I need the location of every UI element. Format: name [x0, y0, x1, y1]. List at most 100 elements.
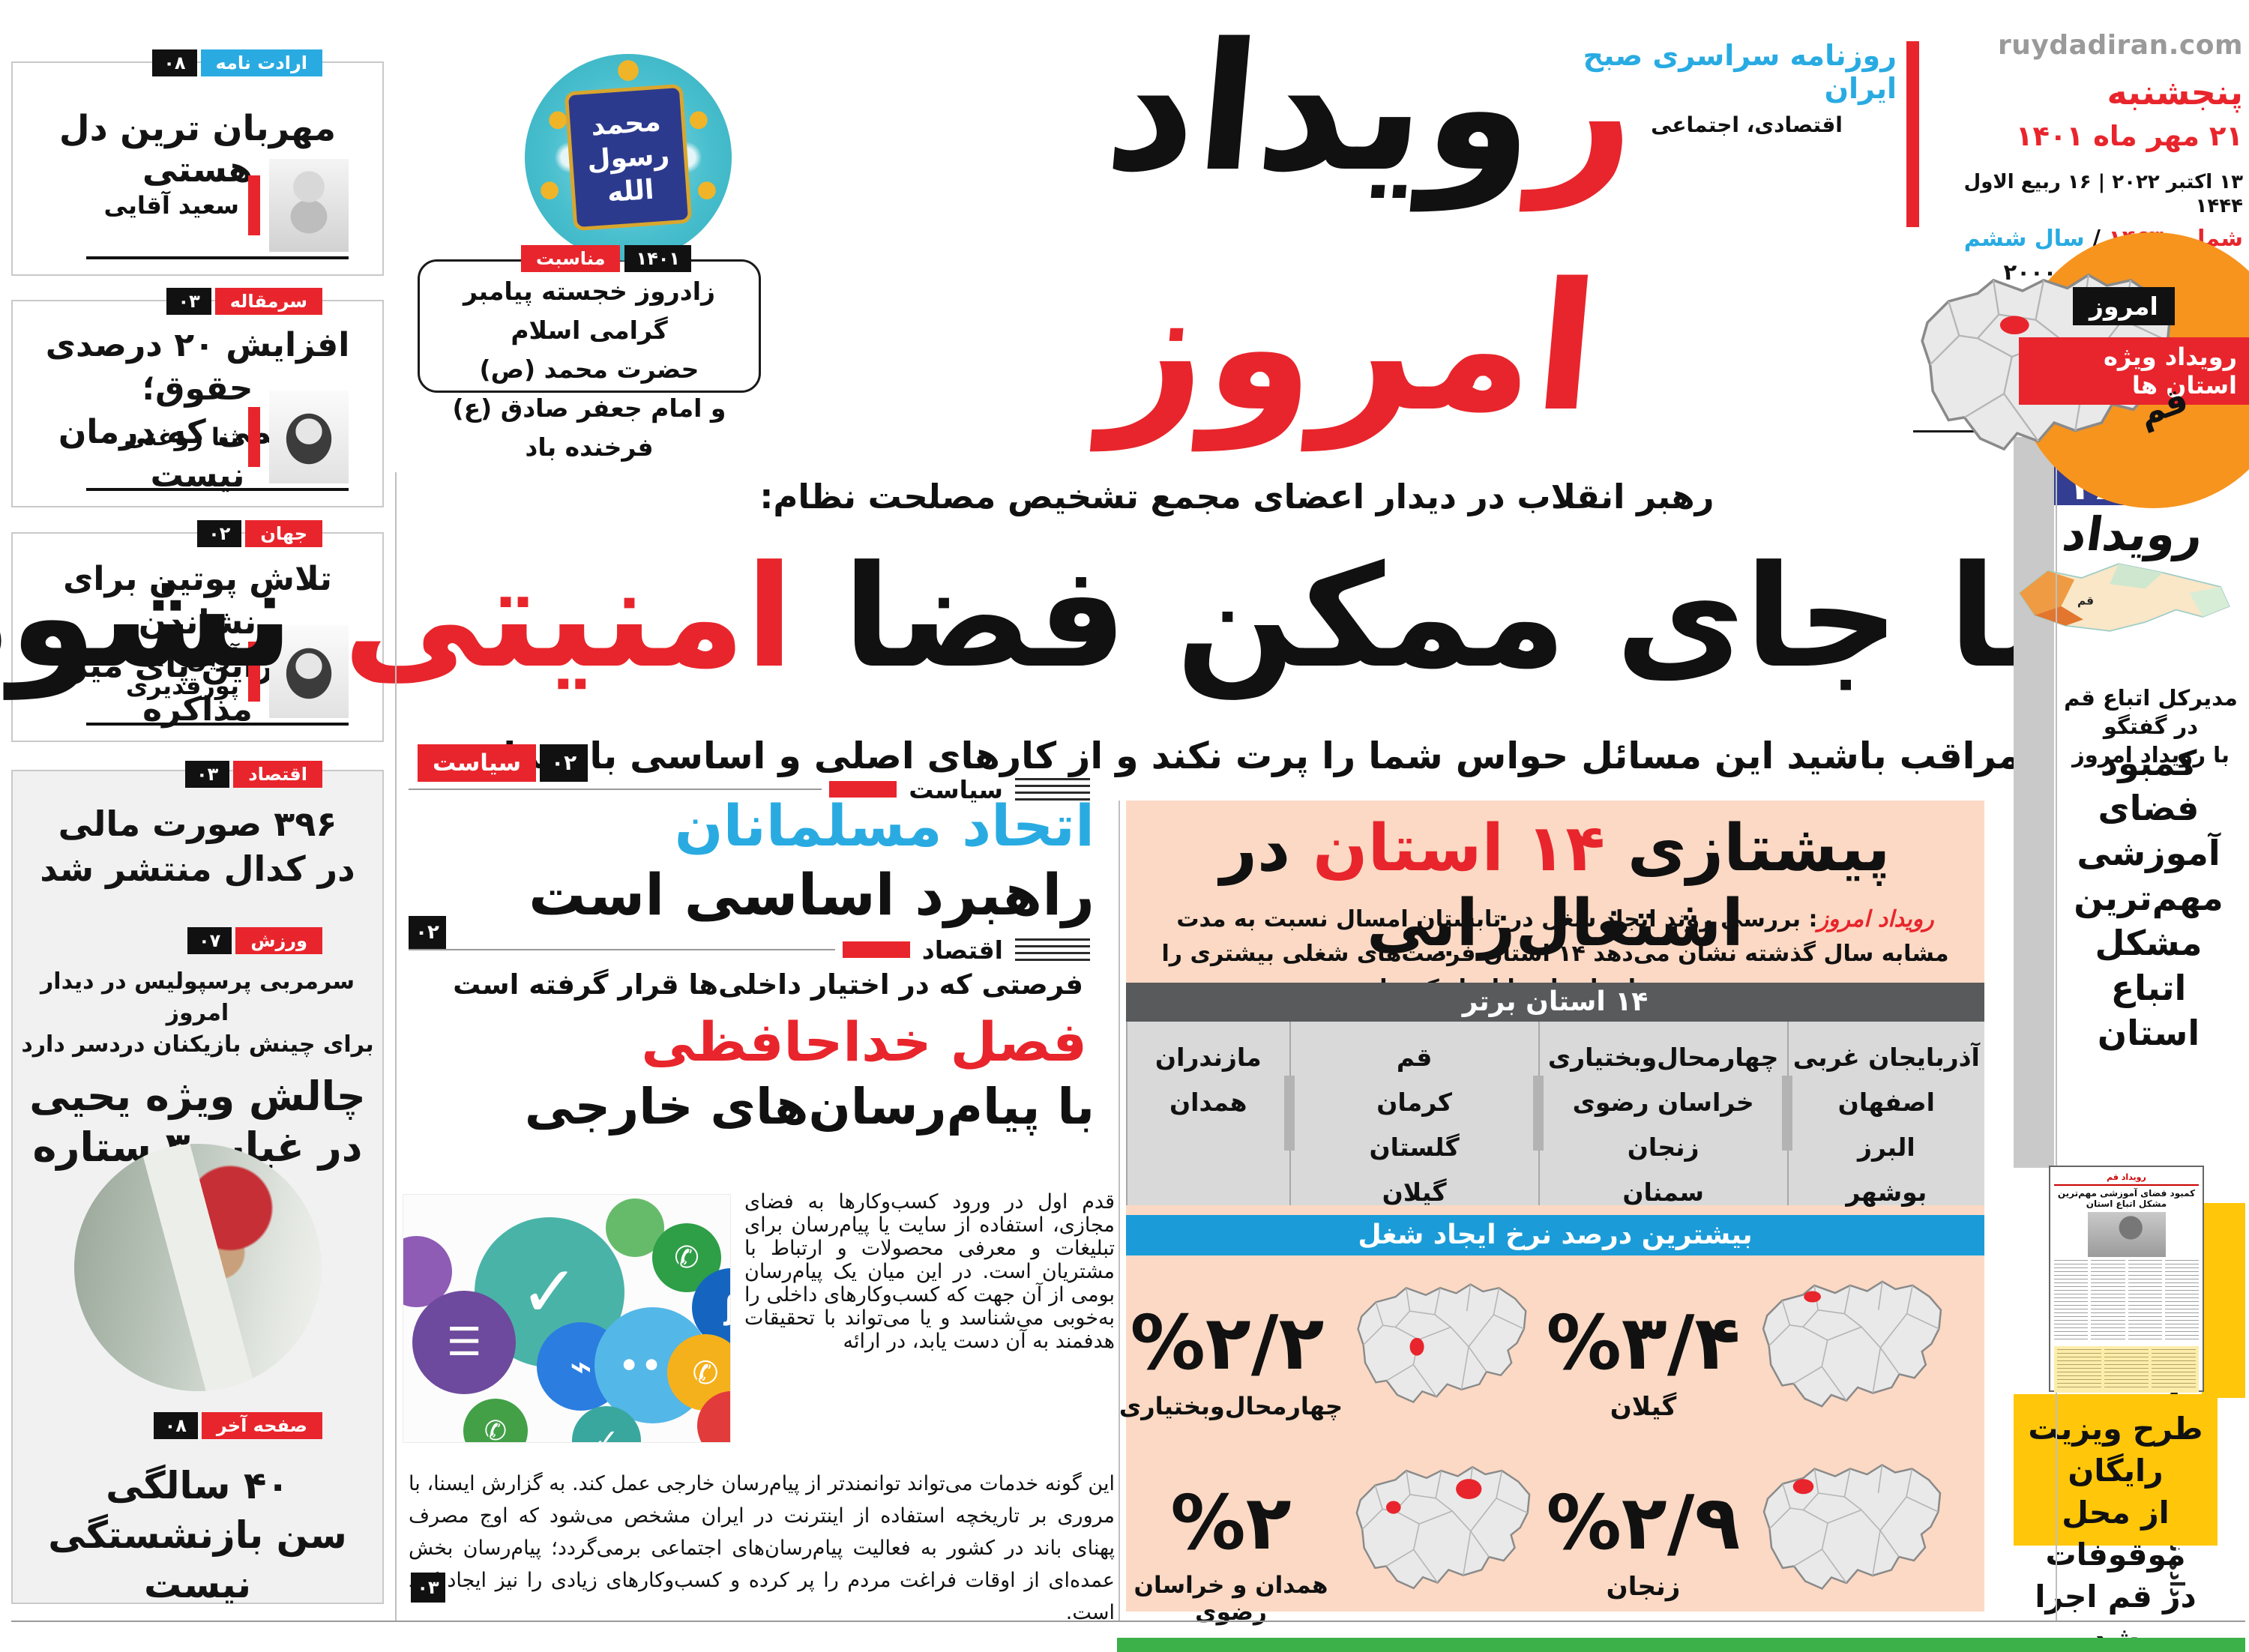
section-tag: اقتصاد — [233, 761, 322, 788]
issue-separator: / — [2084, 225, 2109, 252]
province: گلستان — [1369, 1133, 1460, 1162]
author-row: ثنا روغنی — [86, 391, 349, 491]
page-number: ۰۲ — [409, 916, 446, 949]
page-number: ۰۲ — [197, 520, 242, 547]
province: البرز — [1857, 1133, 1915, 1162]
column-divider — [395, 472, 397, 1621]
qom-province-map: قم — [2018, 563, 2230, 632]
phone-app-icon: ✆ — [667, 1334, 730, 1411]
iran-map-gilan — [1762, 1280, 1942, 1408]
author-name: سعید آقایی — [103, 191, 239, 220]
table-column-3: قم کرمان گلستان گیلان — [1289, 1022, 1538, 1207]
sidebar-item-devotion: ارادت نامه ۰۸ مهربان ترین دل هستی سعید آ… — [11, 49, 384, 276]
kicker-line2: با رویداد امروز — [2072, 742, 2230, 768]
headline-post: نشود — [0, 535, 300, 699]
map-label: قم — [2077, 594, 2094, 607]
page-number: ۰۳ — [166, 288, 211, 315]
politics-title-blue: اتحاد مسلمانان — [674, 792, 1095, 859]
green-footer-bar — [1117, 1638, 2245, 1652]
iran-map-header — [1921, 274, 2172, 450]
province: چهارمحال‌وبختیاری — [1547, 1043, 1779, 1072]
newspaper-logo: رویداد امروز — [837, 0, 1908, 450]
lead-kicker: رهبر انقلاب در دیدار اعضای مجمع تشخیص مص… — [759, 477, 1714, 516]
yellow-line1: طرح ویزیت رایگان — [2028, 1411, 2203, 1489]
table-column-2: چهارمحال‌وبختیاری خراسان رضوی زنجان سمنا… — [1538, 1022, 1787, 1207]
author-name: آرین پورقدیری — [125, 643, 239, 700]
section-head-politics: سیاست — [409, 775, 1095, 804]
author-row: آرین پورقدیری — [86, 625, 349, 726]
iran-map-hamedan-khorasan — [1355, 1465, 1531, 1590]
title-line1: ۳۹۶ صورت مالی — [58, 804, 337, 844]
chart-header: بیشترین درصد نرخ ایجاد شغل — [1126, 1215, 1984, 1255]
occasion-tags: ۱۴۰۱ مناسبت — [521, 245, 692, 272]
brand-inline: رویداد امروز — [1817, 906, 1934, 932]
logo-word-black: ویداد — [1098, 6, 1545, 211]
lead-subhead: مراقب باشید این مسائل حواس شما را پرت نک… — [453, 735, 2021, 777]
page-number: ۰۸ — [153, 1412, 198, 1439]
red-bar — [829, 781, 897, 798]
thumb-column — [2091, 1260, 2125, 1342]
province: آذربایجان غربی — [1792, 1043, 1980, 1072]
section-tag: سیاست — [418, 744, 537, 782]
newspaper-tagline: روزنامه سراسری صبح ایران اقتصادی، اجتماع… — [1567, 39, 1897, 137]
thumb-column — [2164, 1260, 2199, 1342]
column-divider — [1119, 801, 1120, 1621]
page-number: ۰۲ — [540, 744, 588, 782]
table-column-1: آذربایجان غربی اصفهان البرز بوشهر — [1786, 1022, 1984, 1207]
province: مازندران — [1154, 1043, 1262, 1072]
infographic-title: پیشتازی ۱۴ استان در اشتغال‌زایی — [1126, 811, 1984, 961]
stat-value: %۲/۲ — [1130, 1299, 1328, 1387]
section-title: اقتصاد — [921, 935, 1003, 965]
section-tag: جهان — [245, 520, 322, 547]
occasion-year-badge: ۱۴۰۱ — [624, 245, 692, 272]
divider-handle — [1283, 1076, 1295, 1151]
employment-infographic: پیشتازی ۱۴ استان در اشتغال‌زایی رویداد ا… — [1119, 801, 1984, 1626]
province: اصفهان — [1837, 1088, 1935, 1117]
occasion-line3: و امام جعفر صادق (ع) فرخنده باد — [452, 394, 726, 462]
tagline-main: روزنامه سراسری صبح ایران — [1583, 39, 1897, 105]
stats-grid: %۳/۴ گیلان %۲/۲ چهارمحال‌وبختیاری %۲/۹ ز… — [1119, 1255, 1984, 1626]
author-name: ثنا روغنی — [124, 423, 239, 451]
section-head-economy: اقتصاد — [409, 935, 1095, 965]
column-divider — [2056, 433, 2057, 1621]
occasion-line1: زادروز خجسته پیامبر گرامی اسلام — [463, 277, 716, 345]
title-post: در اشتغال‌زایی — [1220, 811, 1746, 961]
weekday: پنجشنبه — [2107, 72, 2243, 112]
article-title: تلاش پوتین برای نشاندن اوکراین پای میز م… — [13, 534, 382, 732]
date-secondary: ۱۳ اکتبر ۲۰۲۲ | ۱۶ ربیع الاول ۱۴۴۴ — [1963, 170, 2243, 218]
sidebar-item-editorial: سرمقاله ۰۳ افزایش ۲۰ درصدی حقوق؛ مرهمی ک… — [11, 288, 384, 507]
page-number: ۰۳ — [411, 1573, 445, 1603]
phone-app-icon: ✆ — [463, 1399, 528, 1442]
stat-value: %۳/۴ — [1546, 1299, 1744, 1387]
bottom-rule — [11, 1621, 2245, 1622]
province: سمنان — [1622, 1178, 1704, 1207]
author-photo — [269, 391, 349, 483]
province: همدان — [1169, 1088, 1247, 1117]
province: کرمان — [1376, 1088, 1452, 1117]
thumb-column — [2128, 1260, 2162, 1342]
sidebar-group-bottom: اقتصاد ۰۳ ۳۹۶ صورت مالی در کدال منتشر شد… — [11, 761, 384, 1606]
regional-kicker: مدیرکل اتباع قم در گفتگو با رویداد امروز — [2058, 684, 2244, 769]
title-line2: سن بازنشستگی نیست — [48, 1513, 347, 1606]
page-number: ۰۳ — [184, 761, 230, 788]
economy-title-black: با پیام‌رسان‌های خارجی — [524, 1078, 1095, 1136]
iran-map-chaharmahal — [1357, 1283, 1527, 1403]
mosque-emblem-icon: محمد رسول الله — [525, 54, 732, 261]
stat-label: زنجان — [1606, 1572, 1681, 1602]
thumb-headline: کمبود فضای آموزشی مهم‌ترین مشکل اتباع اس… — [2057, 1188, 2196, 1209]
logo-word-red: امروز — [1097, 246, 1606, 450]
article-title: ۴۰ سالگی سن بازنشستگی نیست — [13, 1461, 382, 1609]
headline-red: امنیتی — [343, 535, 799, 699]
thumb-column — [2054, 1260, 2089, 1342]
title-red: ۱۴ استان — [1313, 811, 1607, 886]
economy-title-red: فصل خداحافظی — [641, 1010, 1087, 1073]
title-pre: پیشتازی — [1627, 811, 1893, 886]
regional-title: کمبود فضای آموزشی مهم‌ترین مشکل اتباع اس… — [2074, 743, 2224, 1053]
headline-pre: تا جای ممکن فضا — [843, 535, 2060, 699]
kicker-line1: مدیرکل اتباع قم در گفتگو — [2064, 685, 2238, 739]
title-line1: ۴۰ سالگی — [106, 1464, 289, 1507]
stat-label: گیلان — [1610, 1392, 1677, 1422]
red-accent-bar — [248, 407, 260, 467]
hamburger-icon — [1015, 938, 1090, 961]
